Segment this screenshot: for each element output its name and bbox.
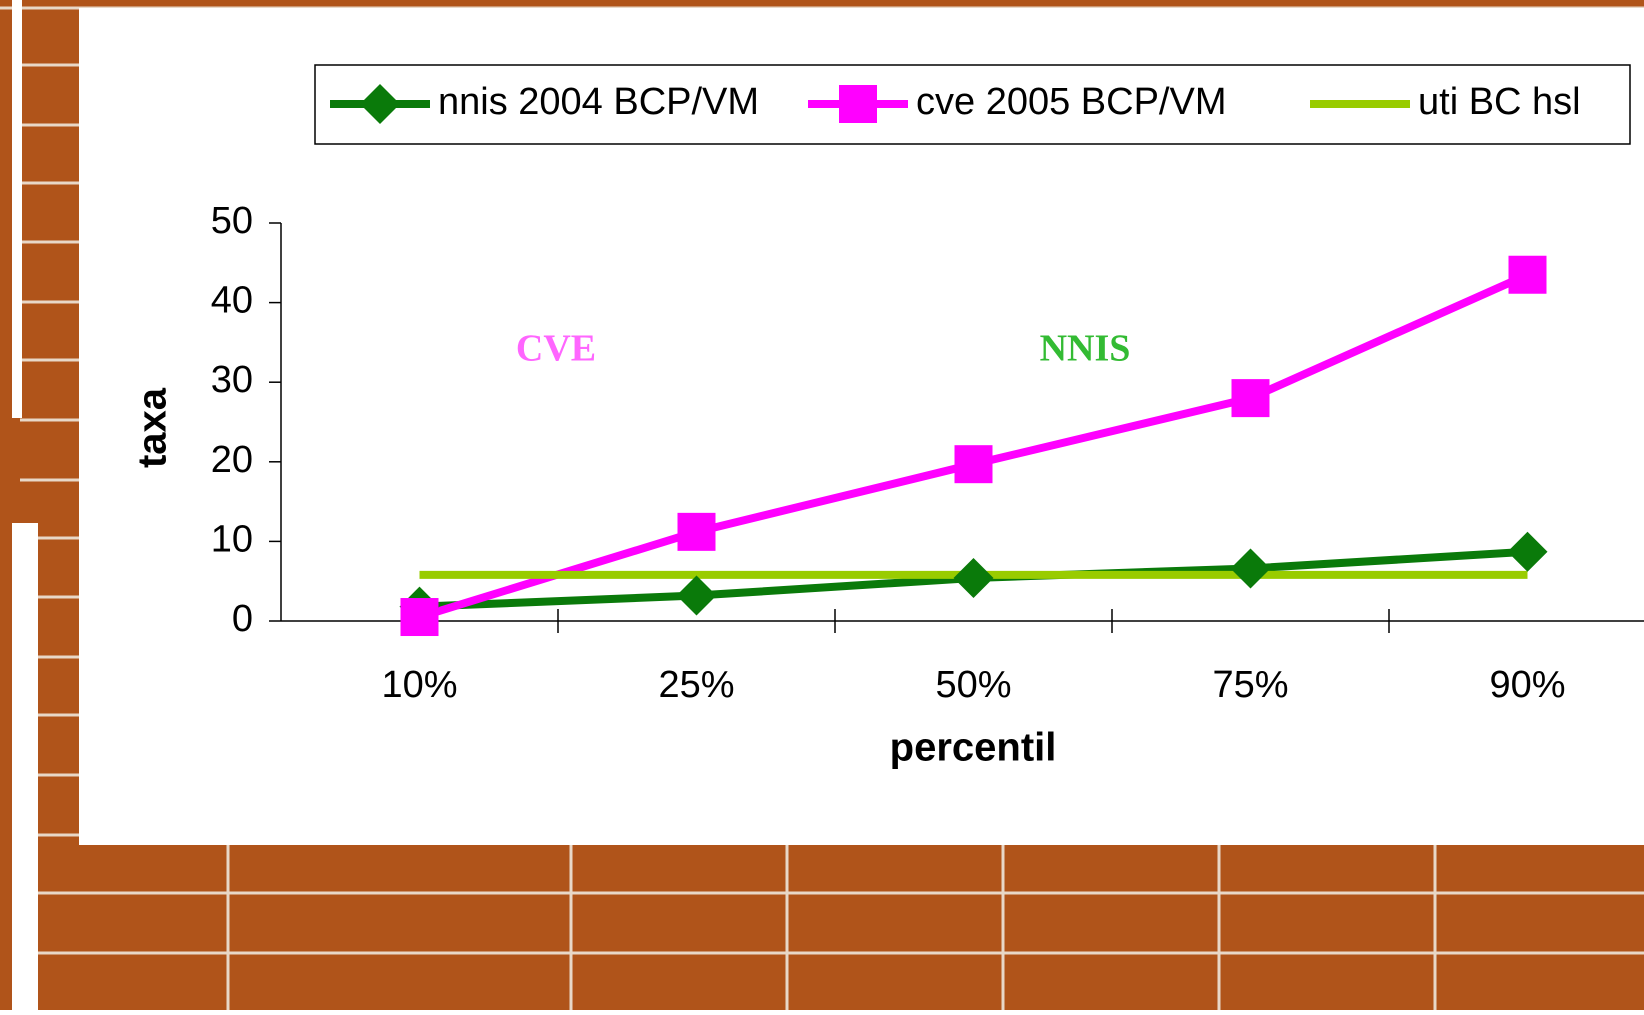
y-tick-label: 40 [211, 280, 253, 322]
annotation: NNIS [1040, 328, 1131, 370]
x-tick-label: 25% [658, 664, 734, 706]
marker [1507, 531, 1548, 572]
x-tick-label: 10% [381, 664, 457, 706]
annotation: CVE [516, 328, 596, 370]
marker [953, 558, 994, 599]
side-strip [12, 523, 38, 1010]
marker [677, 512, 716, 551]
x-axis-label: percentil [890, 726, 1057, 770]
legend-label: uti BC hsl [1418, 81, 1581, 123]
plot-panel [79, 8, 1644, 845]
legend-label: cve 2005 BCP/VM [916, 81, 1226, 123]
y-tick-label: 0 [232, 598, 253, 640]
y-axis-label: taxa [131, 387, 175, 468]
marker [360, 84, 400, 124]
marker [1231, 379, 1270, 418]
x-tick-label: 50% [935, 664, 1011, 706]
side-strip [12, 0, 22, 418]
marker [400, 598, 439, 637]
marker [954, 445, 993, 484]
y-tick-label: 20 [211, 439, 253, 481]
y-tick-label: 50 [211, 200, 253, 242]
marker [1230, 548, 1271, 589]
y-tick-label: 30 [211, 359, 253, 401]
x-tick-label: 75% [1212, 664, 1288, 706]
marker [676, 575, 717, 616]
legend-box [314, 64, 1631, 145]
y-tick-label: 10 [211, 518, 253, 560]
legend-label: nnis 2004 BCP/VM [438, 81, 759, 123]
x-tick-label: 90% [1489, 664, 1565, 706]
marker [1508, 255, 1547, 294]
marker [839, 85, 877, 123]
